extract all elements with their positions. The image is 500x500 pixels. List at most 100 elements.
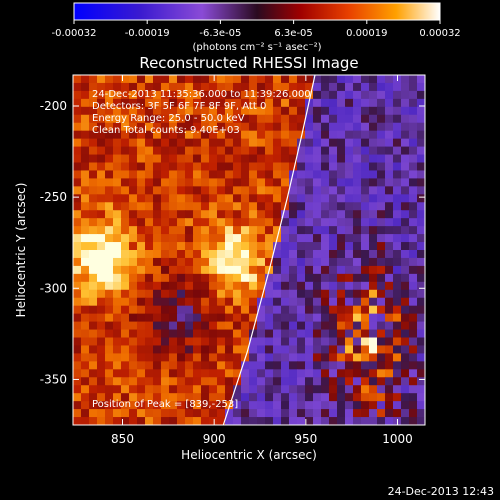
heatmap-cell	[369, 345, 378, 354]
heatmap-cell	[385, 377, 394, 386]
heatmap-cell	[385, 321, 394, 331]
y-tick-label: -200	[40, 99, 67, 113]
heatmap-cell	[313, 265, 322, 275]
heatmap-cell	[353, 122, 362, 132]
heatmap-cell	[217, 242, 226, 251]
heatmap-cell	[121, 257, 130, 267]
heatmap-cell	[89, 345, 98, 354]
heatmap-cell	[137, 226, 146, 235]
heatmap-cell	[193, 146, 202, 156]
heatmap-cell	[257, 114, 266, 124]
heatmap-cell	[169, 138, 178, 148]
heatmap-cell	[113, 138, 122, 148]
heatmap-cell	[217, 337, 226, 347]
heatmap-cell	[129, 90, 138, 100]
heatmap-cell	[417, 114, 425, 124]
heatmap-cell	[105, 409, 114, 418]
heatmap-cell	[217, 234, 226, 243]
heatmap-cell	[417, 122, 425, 132]
heatmap-cell	[305, 265, 314, 275]
heatmap-cell	[209, 385, 218, 394]
heatmap-cell	[137, 202, 146, 211]
heatmap-cell	[257, 90, 266, 100]
heatmap-cell	[273, 329, 282, 339]
heatmap-cell	[153, 75, 162, 84]
heatmap-cell	[313, 82, 322, 92]
heatmap-cell	[169, 75, 178, 84]
heatmap-cell	[233, 321, 242, 331]
heatmap-cell	[257, 234, 266, 243]
heatmap-cell	[129, 250, 138, 259]
heatmap-cell	[233, 329, 242, 339]
heatmap-cell	[385, 257, 394, 267]
heatmap-cell	[137, 114, 146, 124]
heatmap-cell	[409, 257, 418, 267]
heatmap-cell	[81, 329, 90, 339]
heatmap-cell	[185, 250, 194, 259]
heatmap-cell	[185, 162, 194, 172]
heatmap-cell	[97, 234, 106, 243]
heatmap-cell	[353, 409, 362, 418]
heatmap-cell	[393, 361, 402, 370]
heatmap-cell	[257, 409, 266, 418]
heatmap-cell	[193, 218, 202, 227]
heatmap-cell	[209, 218, 218, 227]
heatmap-cell	[289, 313, 298, 323]
heatmap-cell	[201, 98, 210, 108]
heatmap-cell	[321, 297, 330, 307]
heatmap-cell	[369, 321, 378, 331]
heatmap-cell	[233, 138, 242, 148]
heatmap-cell	[257, 242, 266, 251]
heatmap-cell	[169, 122, 178, 132]
heatmap-cell	[201, 194, 210, 203]
heatmap-cell	[201, 250, 210, 259]
y-tick-labels: -350-300-250-200	[40, 99, 67, 386]
heatmap-cell	[145, 130, 154, 140]
heatmap-cell	[281, 242, 290, 251]
heatmap-cell	[193, 257, 202, 267]
heatmap-cell	[337, 289, 346, 299]
heatmap-cell	[153, 178, 162, 187]
heatmap-cell	[201, 75, 210, 84]
heatmap-cell	[209, 162, 218, 172]
heatmap-cell	[209, 146, 218, 156]
heatmap-cell	[305, 385, 314, 394]
heatmap-cell	[201, 257, 210, 267]
heatmap-cell	[169, 353, 178, 362]
heatmap-cell	[273, 289, 282, 299]
heatmap-cell	[169, 273, 178, 283]
heatmap-cell	[361, 242, 370, 251]
heatmap-cell	[361, 273, 370, 283]
heatmap-cell	[265, 361, 274, 370]
heatmap-cell	[89, 234, 98, 243]
heatmap-cell	[409, 305, 418, 315]
heatmap-cell	[369, 194, 378, 203]
heatmap-cell	[417, 345, 425, 354]
heatmap-cell	[105, 361, 114, 370]
heatmap-cell	[209, 234, 218, 243]
heatmap-cell	[153, 361, 162, 370]
heatmap-cell	[281, 186, 290, 195]
heatmap-cell	[297, 321, 306, 331]
heatmap-cell	[265, 90, 274, 100]
heatmap-cell	[129, 98, 138, 108]
heatmap-cell	[137, 194, 146, 203]
heatmap-cell	[297, 409, 306, 418]
heatmap-cell	[129, 146, 138, 156]
heatmap-cell	[329, 114, 338, 124]
heatmap-cell	[89, 75, 98, 84]
heatmap-cell	[201, 417, 210, 425]
heatmap-cell	[273, 90, 282, 100]
heatmap-cell	[257, 106, 266, 116]
heatmap-cell	[353, 337, 362, 347]
heatmap-cell	[417, 401, 425, 410]
heatmap-cell	[225, 114, 234, 124]
heatmap-cell	[129, 417, 138, 425]
heatmap-cell	[201, 178, 210, 187]
heatmap-cell	[217, 202, 226, 211]
heatmap-cell	[273, 377, 282, 386]
heatmap-cell	[257, 170, 266, 179]
heatmap-cell	[153, 337, 162, 347]
heatmap-cell	[265, 210, 274, 219]
